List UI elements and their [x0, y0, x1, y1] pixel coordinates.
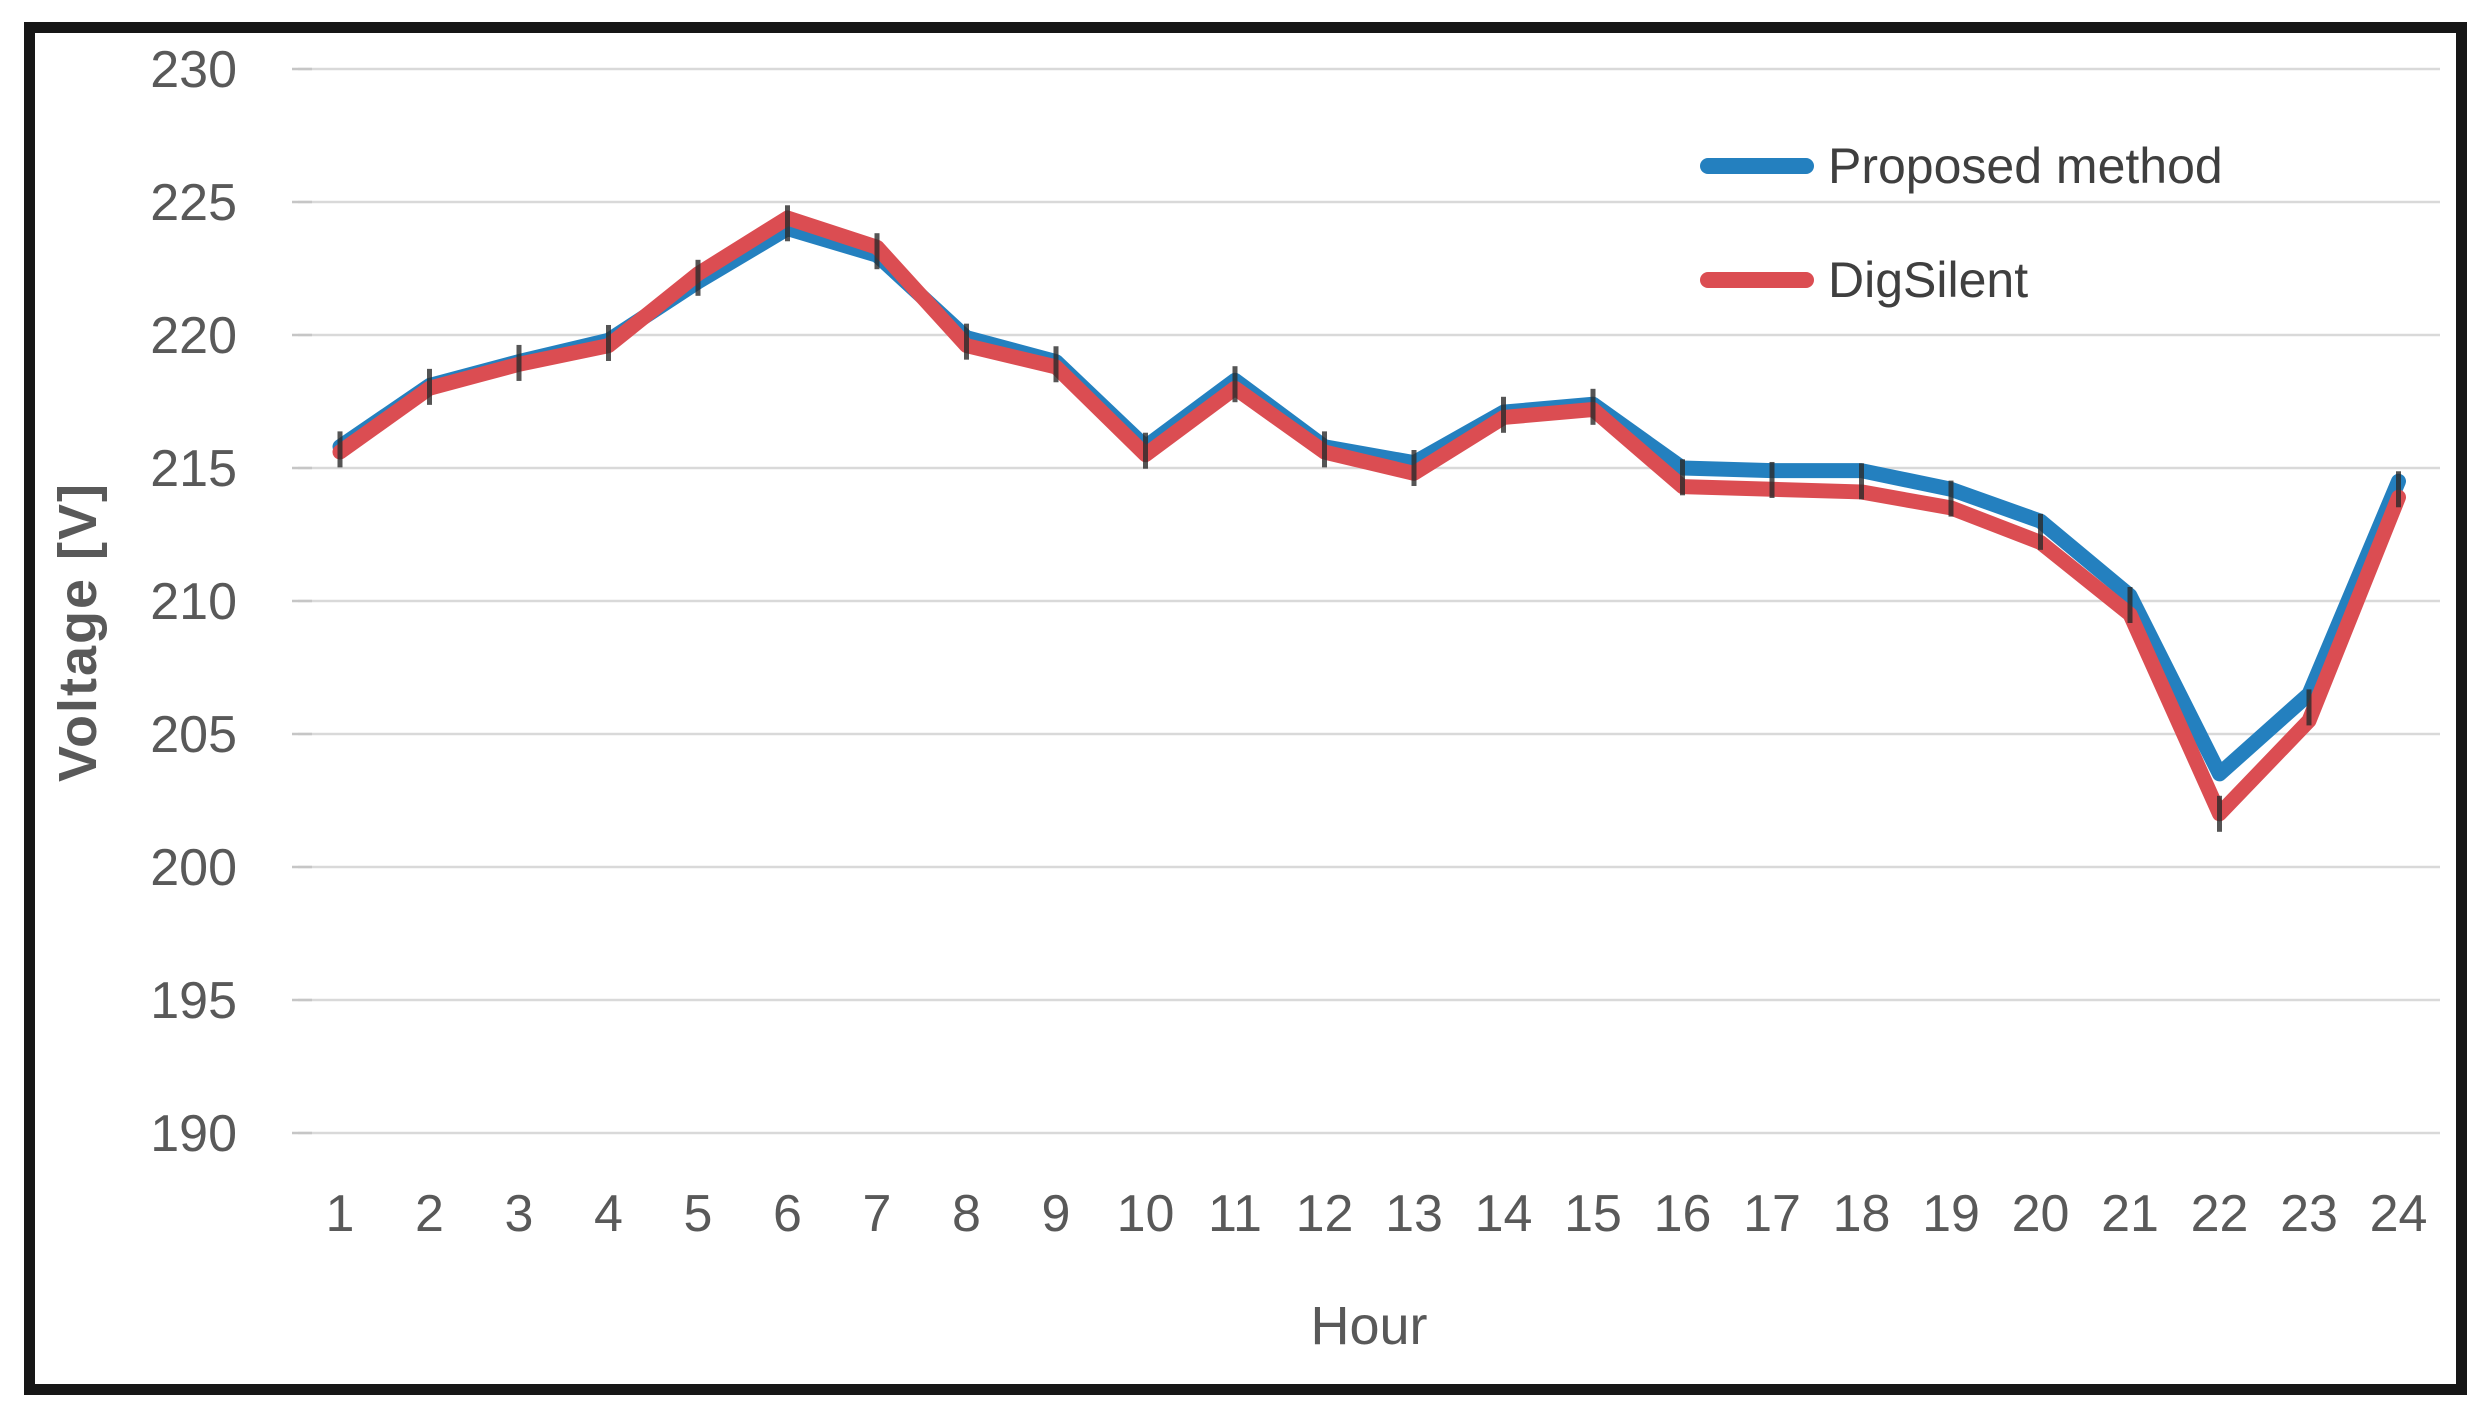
data-point-marker [516, 344, 522, 381]
legend-item-proposed-method: Proposed method [1700, 138, 2223, 194]
data-point-marker [427, 368, 432, 405]
data-point-marker [1411, 450, 1417, 486]
y-tick-label: 220 [150, 307, 237, 365]
x-tick-label: 3 [505, 1185, 534, 1243]
x-tick-label: 1 [326, 1185, 355, 1243]
x-tick-label: 16 [1654, 1185, 1712, 1243]
data-point-marker [1948, 480, 1954, 517]
x-tick-label: 23 [2280, 1185, 2338, 1243]
legend-line-swatch-blue [1700, 158, 1814, 174]
data-point-marker [1232, 366, 1238, 403]
data-point-marker [1143, 432, 1148, 469]
data-point-marker [2396, 471, 2401, 508]
y-tick-label: 215 [150, 440, 237, 498]
x-tick-label: 5 [684, 1185, 713, 1243]
x-axis-title: Hour [1310, 1296, 1428, 1356]
x-tick-label: 18 [1833, 1185, 1891, 1243]
x-tick-label: 8 [952, 1185, 981, 1243]
x-tick-label: 19 [1922, 1185, 1980, 1243]
legend-label-digsilent: DigSilent [1828, 252, 2029, 308]
data-point-marker [695, 259, 701, 296]
data-point-marker [1859, 463, 1864, 500]
data-point-marker [1501, 396, 1506, 433]
x-tick-label: 9 [1042, 1185, 1071, 1243]
x-tick-label: 7 [863, 1185, 892, 1243]
x-tick-label: 4 [594, 1185, 623, 1243]
x-tick-label: 11 [1208, 1185, 1262, 1243]
data-point-marker [964, 323, 969, 360]
legend-item-digsilent: DigSilent [1700, 252, 2028, 308]
data-point-marker [1322, 431, 1327, 468]
data-point-marker [874, 233, 880, 270]
y-tick-label: 190 [150, 1105, 237, 1163]
y-tick-label: 195 [150, 972, 237, 1030]
x-tick-label: 14 [1475, 1185, 1533, 1243]
data-point-marker [1769, 461, 1775, 498]
x-tick-label: 13 [1385, 1185, 1443, 1243]
data-point-marker [337, 431, 343, 468]
data-point-marker [2217, 795, 2222, 832]
series-line-digsilent [332, 210, 2406, 822]
data-point-marker [1053, 346, 1059, 383]
y-tick-label: 205 [150, 706, 237, 764]
chart-frame [24, 22, 2467, 1395]
x-tick-label: 2 [415, 1185, 444, 1243]
legend-label-proposed-method: Proposed method [1828, 138, 2223, 194]
data-point-marker [2038, 513, 2043, 550]
data-point-marker [2127, 586, 2133, 623]
x-tick-label: 6 [773, 1185, 802, 1243]
data-point-marker [785, 205, 790, 242]
y-tick-label: 210 [150, 573, 237, 631]
y-axis-title: Voltage [V] [48, 481, 108, 783]
data-point-marker [606, 324, 611, 361]
x-tick-label: 24 [2370, 1185, 2428, 1243]
x-tick-label: 15 [1564, 1185, 1622, 1243]
data-point-marker [1680, 459, 1685, 496]
x-tick-label: 17 [1743, 1185, 1801, 1243]
y-tick-label: 230 [150, 41, 237, 99]
data-point-marker [2306, 689, 2312, 726]
y-tick-label: 225 [150, 174, 237, 232]
y-tick-label: 200 [150, 839, 237, 897]
x-tick-label: 10 [1117, 1185, 1175, 1243]
x-tick-label: 12 [1296, 1185, 1354, 1243]
x-tick-label: 21 [2101, 1185, 2159, 1243]
legend-line-swatch-red [1700, 272, 1814, 288]
x-tick-label: 22 [2191, 1185, 2249, 1243]
data-point-marker [1590, 388, 1596, 425]
x-tick-label: 20 [2012, 1185, 2070, 1243]
